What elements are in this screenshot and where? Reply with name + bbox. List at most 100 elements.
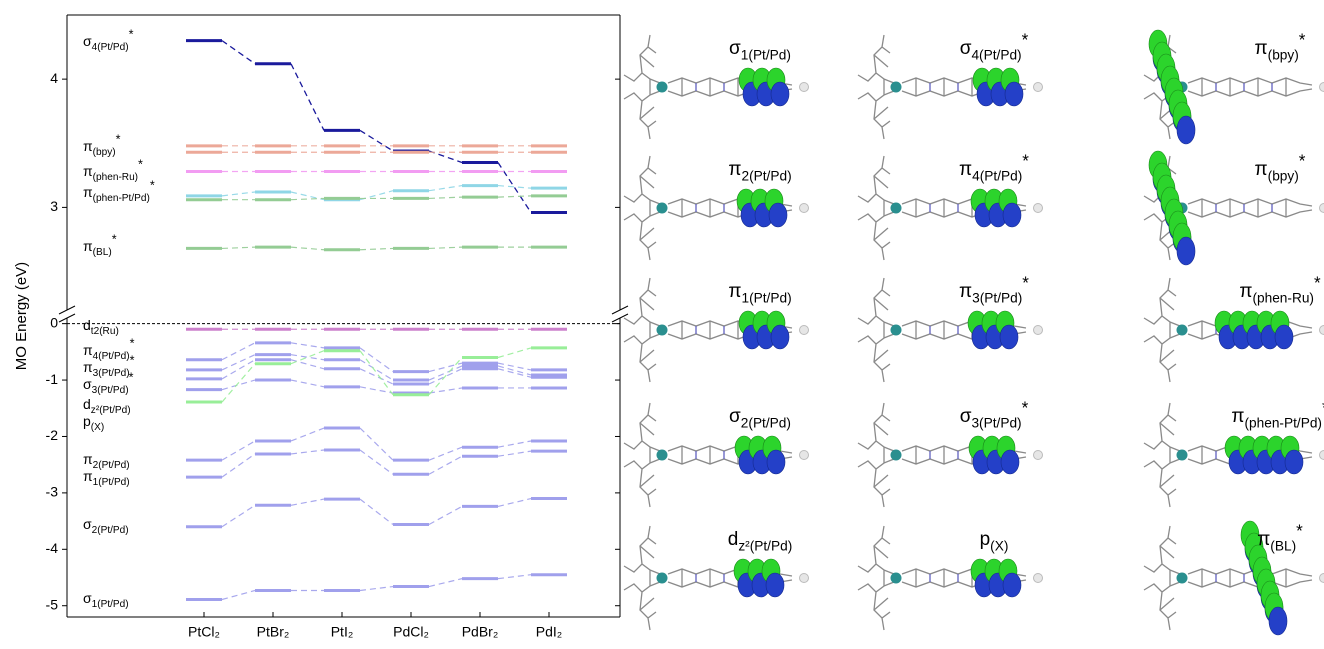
lobe: [1005, 82, 1023, 106]
y-tick-label: 3: [50, 198, 58, 214]
level-label: π(phen-Pt/Pd)*: [83, 179, 155, 204]
level-connector: [429, 506, 462, 524]
label-subscript: 1(Pt/Pd): [741, 47, 791, 62]
lobe: [1177, 116, 1195, 144]
level-label: π(phen-Ru)*: [83, 158, 143, 183]
page: {"chart_data": {"type": "level", "y_labe…: [0, 0, 1324, 649]
label-symbol: π: [1231, 406, 1244, 427]
orbital-label: σ2(Pt/Pd): [729, 406, 791, 430]
label-subscript: 1(Pt/Pd): [93, 477, 130, 488]
label-symbol: p: [83, 413, 91, 429]
label-symbol: d: [728, 529, 739, 550]
x-tick-label: PtBr₂: [257, 624, 290, 640]
level-label: π1(Pt/Pd): [83, 468, 130, 488]
level-connector: [360, 499, 393, 524]
label-symbol: σ: [83, 33, 92, 49]
label-subscript: (bpy): [1268, 47, 1299, 62]
orbital-label: π(phen-Pt/Pd)*: [1231, 398, 1324, 430]
label-symbol: π: [83, 342, 93, 358]
y-tick-label: -4: [46, 540, 59, 556]
label-superscript: *: [1299, 151, 1306, 170]
label-superscript: *: [129, 371, 134, 385]
orbital-label: σ4(Pt/Pd)*: [960, 30, 1029, 62]
label-subscript: 2(Pt/Pd): [741, 415, 791, 430]
lobe: [771, 325, 789, 349]
level-connector: [498, 348, 531, 358]
label-symbol: π: [1257, 529, 1270, 550]
level-label: π(BL)*: [83, 233, 117, 258]
lobe: [1000, 325, 1018, 349]
x-tick-label: PtI₂: [331, 624, 354, 640]
level-connector: [429, 363, 462, 371]
level-connector: [222, 380, 255, 390]
lobe: [1001, 450, 1019, 474]
label-superscript: *: [130, 337, 135, 351]
label-symbol: π: [728, 159, 741, 180]
level-connector: [429, 247, 462, 248]
y-axis-label: MO Energy (eV): [13, 262, 30, 370]
label-symbol: π: [83, 359, 93, 375]
lobe: [1003, 573, 1021, 597]
lobe: [766, 573, 784, 597]
label-superscript: *: [1314, 273, 1321, 292]
label-subscript: 2(Pt/Pd): [92, 525, 129, 536]
orbital-label: π(bpy)*: [1255, 30, 1306, 62]
level-label: π(bpy)*: [83, 133, 121, 158]
label-subscript: (bpy): [1268, 168, 1299, 183]
label-symbol: π: [83, 163, 93, 179]
lobe: [771, 82, 789, 106]
y-tick-label: -3: [46, 484, 59, 500]
y-tick-label: 4: [50, 70, 58, 86]
level-connector: [360, 130, 393, 151]
level-connector: [429, 366, 462, 380]
level-connector: [291, 360, 324, 369]
y-tick-label: -1: [46, 371, 59, 387]
label-subscript: (phen-Pt/Pd): [93, 193, 150, 204]
label-symbol: σ: [960, 38, 972, 59]
level-connector: [360, 348, 393, 372]
lobe: [1003, 203, 1021, 227]
label-symbol: π: [83, 451, 93, 467]
label-symbol: π: [83, 238, 93, 254]
label-subscript: z²(Pt/Pd): [91, 405, 131, 416]
label-symbol: π: [83, 184, 93, 200]
label-superscript: *: [138, 158, 143, 172]
level-connector: [360, 450, 393, 474]
label-symbol: π: [1255, 159, 1268, 180]
label-superscript: *: [1022, 398, 1029, 417]
label-subscript: 3(Pt/Pd): [92, 385, 129, 396]
level-connector: [429, 456, 462, 474]
orbital-label: p(X): [980, 529, 1009, 553]
label-subscript: (BL): [93, 247, 112, 258]
level-connector: [429, 197, 462, 198]
level-connector: [429, 388, 462, 393]
level-connector: [291, 247, 324, 250]
label-subscript: 1(Pt/Pd): [741, 290, 791, 305]
label-subscript: 1(Pt/Pd): [92, 599, 129, 610]
orbital-label: π3(Pt/Pd)*: [959, 273, 1029, 305]
orbital-label: π1(Pt/Pd): [728, 281, 791, 305]
y-tick-label: -2: [46, 427, 59, 443]
level-connector: [360, 428, 393, 460]
orbital-label: π4(Pt/Pd)*: [959, 151, 1029, 183]
label-symbol: σ: [729, 38, 741, 59]
level-connector: [498, 451, 531, 456]
label-symbol: σ: [960, 406, 972, 427]
label-subscript: (phen-Ru): [1252, 290, 1314, 305]
level-connector: [291, 192, 324, 200]
x-tick-label: PdI₂: [536, 624, 562, 640]
label-subscript: 4(Pt/Pd): [972, 168, 1022, 183]
level-connector: [291, 343, 324, 348]
orbital-label: π(phen-Ru)*: [1239, 273, 1321, 305]
orbital-label: π(bpy)*: [1255, 151, 1306, 183]
level-connector: [222, 192, 255, 196]
level-connector: [360, 587, 393, 591]
label-subscript: 4(Pt/Pd): [93, 351, 130, 362]
label-subscript: t2(Ru): [91, 326, 119, 337]
label-symbol: σ: [729, 406, 741, 427]
level-connector: [291, 499, 324, 505]
level-connector: [222, 364, 255, 402]
label-superscript: *: [1022, 30, 1029, 49]
level-connector: [291, 64, 324, 131]
level-connector: [222, 247, 255, 248]
